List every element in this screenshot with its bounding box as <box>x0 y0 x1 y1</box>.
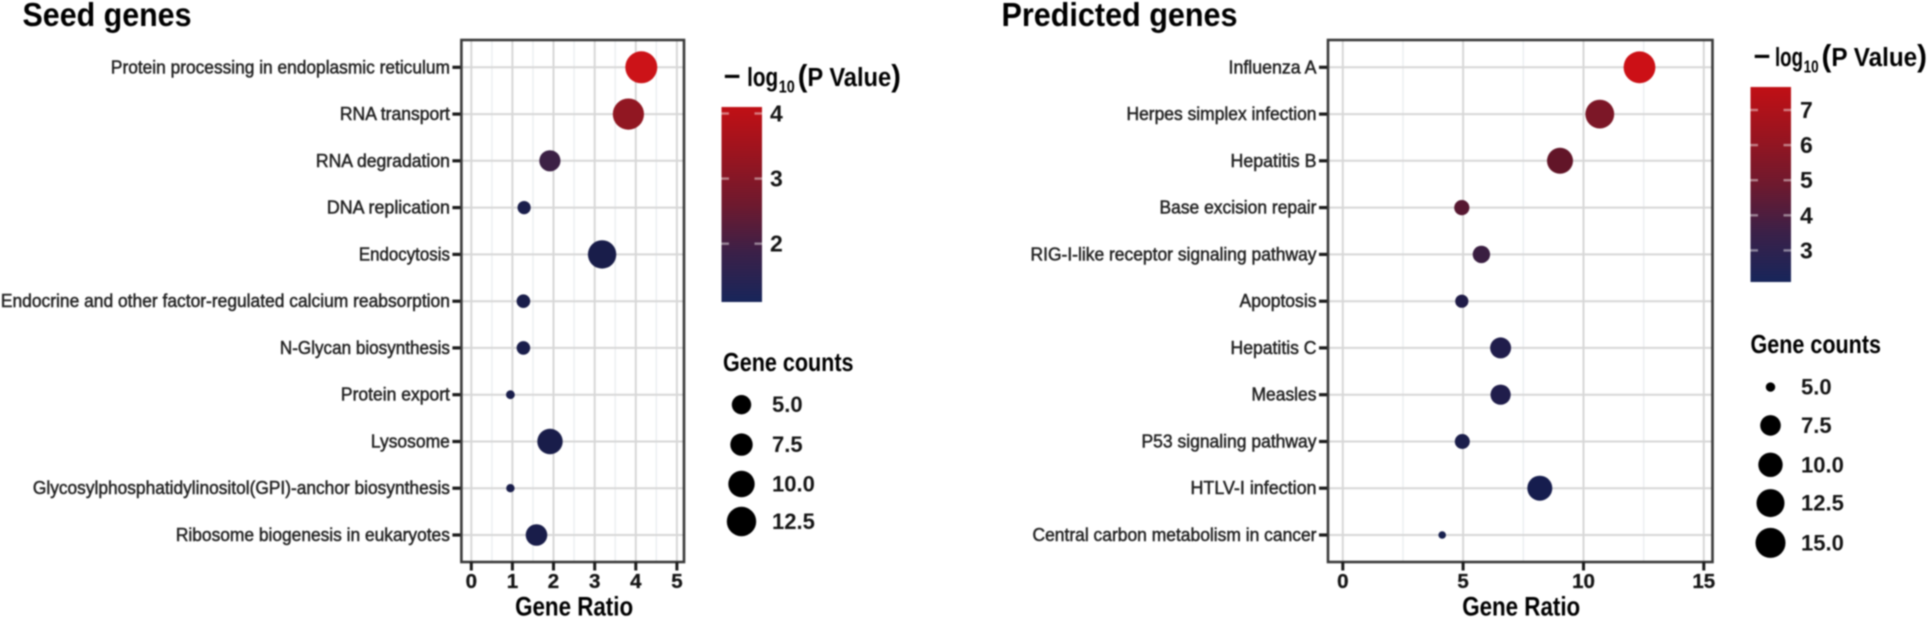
svg-text:Measles: Measles <box>1252 385 1317 405</box>
svg-text:Gene Ratio: Gene Ratio <box>1462 592 1580 620</box>
svg-text:P53 signaling pathway: P53 signaling pathway <box>1142 432 1317 452</box>
svg-text:−: − <box>724 61 741 93</box>
svg-text:Protein export: Protein export <box>341 385 450 405</box>
svg-text:HTLV-I infection: HTLV-I infection <box>1191 478 1317 498</box>
svg-text:Hepatitis B: Hepatitis B <box>1231 151 1317 171</box>
svg-text:(P Value): (P Value) <box>1822 38 1928 73</box>
svg-text:Endocrine and other factor-reg: Endocrine and other factor-regulated cal… <box>1 291 450 311</box>
svg-text:6: 6 <box>1800 132 1813 158</box>
svg-text:0: 0 <box>1337 570 1348 593</box>
svg-text:4: 4 <box>1800 202 1813 228</box>
svg-text:RIG-I-like receptor signaling: RIG-I-like receptor signaling pathway <box>1031 244 1317 264</box>
svg-text:5: 5 <box>671 570 682 593</box>
svg-text:Seed genes: Seed genes <box>23 0 192 33</box>
svg-text:3: 3 <box>1800 237 1813 263</box>
svg-text:Gene Ratio: Gene Ratio <box>515 592 633 620</box>
svg-text:RNA transport: RNA transport <box>340 104 450 124</box>
svg-text:5.0: 5.0 <box>772 392 803 417</box>
svg-text:0: 0 <box>466 570 477 593</box>
svg-text:15.0: 15.0 <box>1801 530 1844 555</box>
svg-text:3: 3 <box>589 570 600 593</box>
svg-text:Gene counts: Gene counts <box>723 347 854 377</box>
svg-text:Predicted genes: Predicted genes <box>1002 0 1238 33</box>
svg-text:10.0: 10.0 <box>772 472 815 497</box>
svg-text:(P Value): (P Value) <box>798 58 901 93</box>
svg-text:7.5: 7.5 <box>772 432 803 457</box>
svg-text:Central carbon metabolism in c: Central carbon metabolism in cancer <box>1033 525 1317 545</box>
svg-text:10: 10 <box>1804 57 1819 77</box>
svg-text:3: 3 <box>770 166 783 192</box>
svg-text:Protein processing in endoplas: Protein processing in endoplasmic reticu… <box>111 57 450 77</box>
svg-text:log: log <box>1775 44 1803 72</box>
svg-text:log: log <box>747 64 778 92</box>
svg-text:Glycosylphosphatidylinositol(G: Glycosylphosphatidylinositol(GPI)-anchor… <box>33 478 450 498</box>
svg-text:1: 1 <box>507 570 518 593</box>
svg-text:7.5: 7.5 <box>1801 413 1832 438</box>
svg-text:10: 10 <box>1572 570 1595 593</box>
svg-text:DNA replication: DNA replication <box>327 198 450 218</box>
svg-text:12.5: 12.5 <box>772 509 815 534</box>
svg-text:5: 5 <box>1800 167 1813 193</box>
svg-text:5.0: 5.0 <box>1801 375 1832 400</box>
svg-text:10.0: 10.0 <box>1801 452 1844 477</box>
svg-text:12.5: 12.5 <box>1801 491 1844 516</box>
svg-text:−: − <box>1754 41 1771 73</box>
svg-text:Lysosome: Lysosome <box>371 432 450 452</box>
svg-text:4: 4 <box>770 101 783 127</box>
svg-text:RNA degradation: RNA degradation <box>316 151 450 171</box>
svg-text:15: 15 <box>1692 570 1715 593</box>
svg-text:Base excision repair: Base excision repair <box>1160 198 1317 218</box>
svg-text:7: 7 <box>1800 97 1813 123</box>
svg-text:2: 2 <box>770 231 783 257</box>
svg-text:N-Glycan biosynthesis: N-Glycan biosynthesis <box>280 338 450 358</box>
svg-text:Gene counts: Gene counts <box>1751 329 1882 359</box>
svg-text:Endocytosis: Endocytosis <box>359 244 450 264</box>
svg-text:10: 10 <box>779 77 795 97</box>
svg-text:Influenza A: Influenza A <box>1229 57 1317 77</box>
svg-text:5: 5 <box>1457 570 1468 593</box>
svg-text:Ribosome biogenesis in eukaryo: Ribosome biogenesis in eukaryotes <box>176 525 450 545</box>
svg-text:4: 4 <box>630 570 642 593</box>
svg-text:Apoptosis: Apoptosis <box>1240 291 1317 311</box>
svg-text:2: 2 <box>548 570 559 593</box>
svg-text:Herpes simplex infection: Herpes simplex infection <box>1127 104 1317 124</box>
svg-text:Hepatitis C: Hepatitis C <box>1231 338 1317 358</box>
